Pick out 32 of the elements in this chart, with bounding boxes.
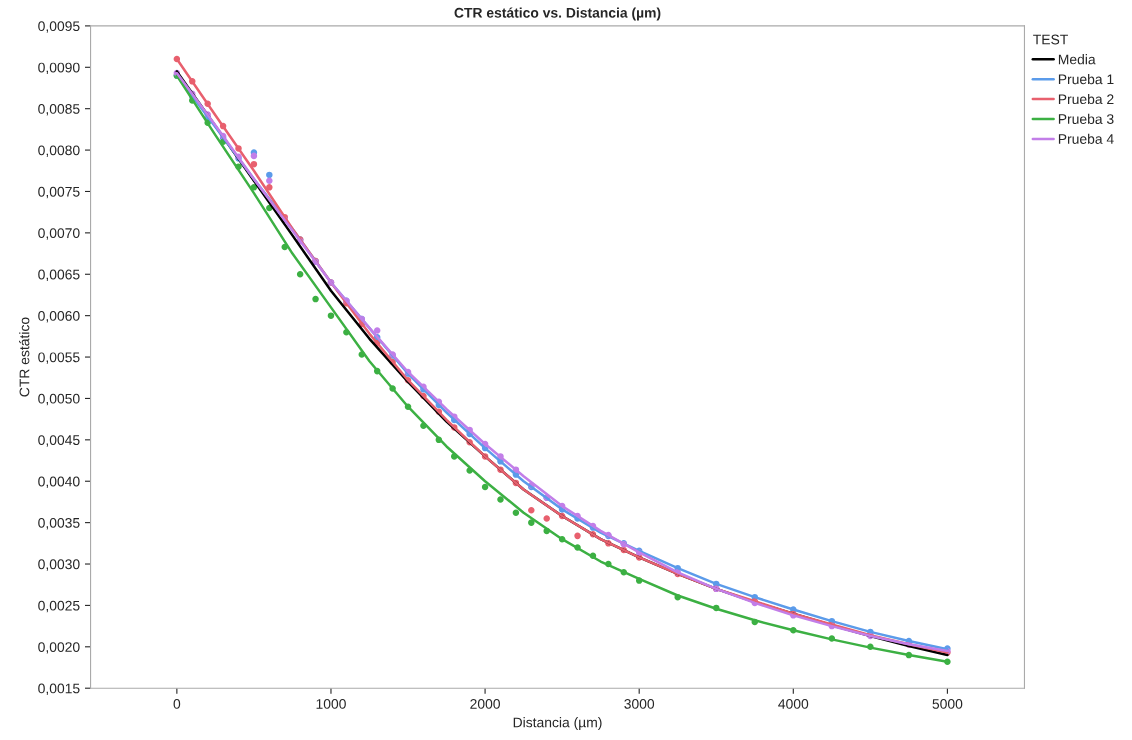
legend-label: Prueba 4 <box>1058 133 1114 144</box>
y-tick-label: 0,0060 <box>38 310 80 323</box>
y-tick-label: 0,0030 <box>38 559 80 571</box>
y-tick-label: 0,0075 <box>38 186 80 199</box>
x-tick-label: 4000 <box>778 698 809 709</box>
y-tick-label: 0,0090 <box>38 62 80 75</box>
chart-title: CTR estático vs. Distancia (µm) <box>454 7 661 21</box>
y-tick-label: 0,0070 <box>38 228 80 240</box>
x-tick-label: 2000 <box>470 698 500 709</box>
y-tick-label: 0,0045 <box>38 435 80 447</box>
y-tick-label: 0,0025 <box>38 600 80 613</box>
y-tick-label: 0,0055 <box>38 352 80 364</box>
legend-title: TEST <box>1033 34 1068 45</box>
y-tick-label: 0,0015 <box>38 683 80 696</box>
y-tick-label: 0,0085 <box>38 104 80 116</box>
y-tick-label: 0,0040 <box>38 476 80 489</box>
x-tick-label: 5000 <box>932 698 963 709</box>
y-tick-label: 0,0065 <box>38 269 80 282</box>
x-axis-title: Distancia (µm) <box>513 717 602 731</box>
y-tick-label: 0,0080 <box>38 145 80 157</box>
legend-label: Prueba 3 <box>1058 113 1114 124</box>
y-tick-label: 0,0095 <box>38 21 80 33</box>
x-tick-label: 1000 <box>316 698 346 709</box>
y-axis-title: CTR estático <box>19 317 30 397</box>
y-tick-label: 0,0035 <box>38 517 80 530</box>
y-tick-label: 0,0020 <box>38 642 80 654</box>
x-tick-label: 0 <box>173 698 181 709</box>
x-tick-label: 3000 <box>624 698 655 709</box>
legend-label: Prueba 2 <box>1058 93 1114 105</box>
y-tick-label: 0,0050 <box>38 393 80 406</box>
legend-label: Media <box>1058 54 1096 65</box>
legend-label: Prueba 1 <box>1058 74 1114 85</box>
